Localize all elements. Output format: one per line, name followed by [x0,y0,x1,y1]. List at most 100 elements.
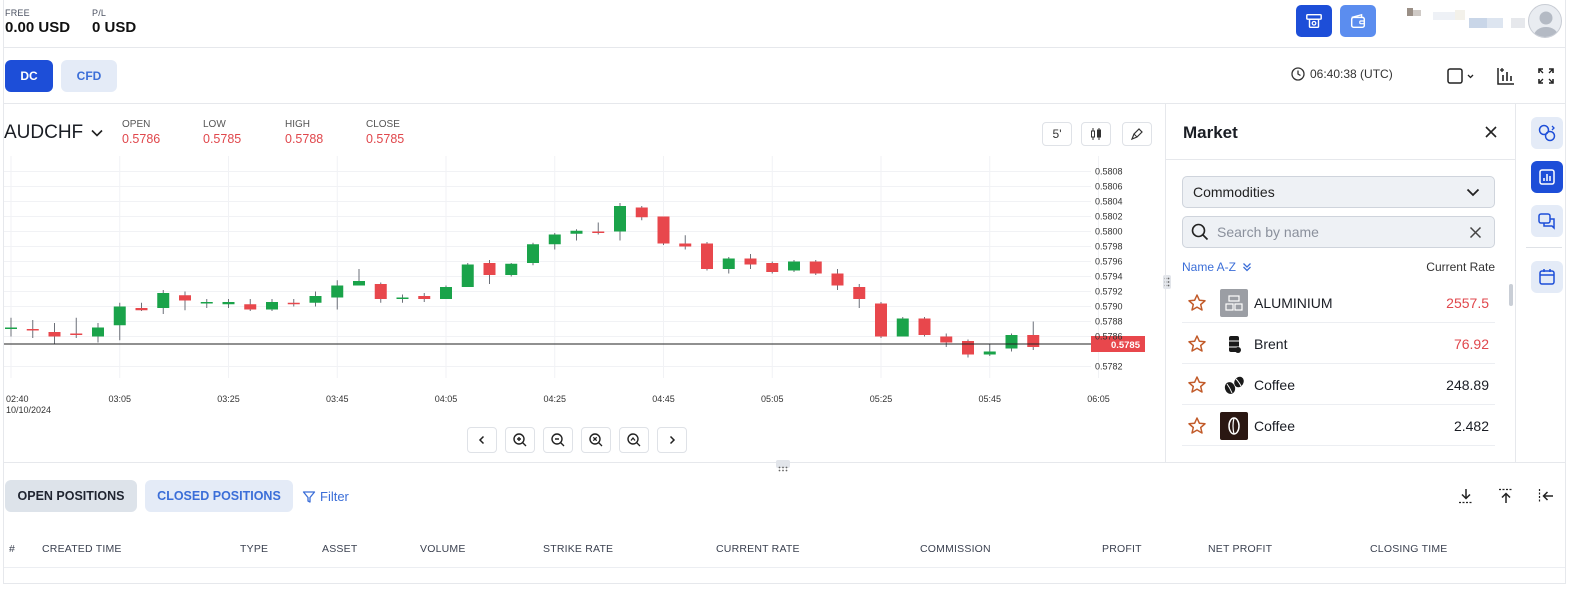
market-item-name: Coffee [1254,417,1295,434]
fullscreen-button[interactable] [1535,65,1557,87]
x-date-label: 10/10/2024 [6,405,51,415]
symbol-selector[interactable]: AUDCHF [4,122,103,144]
ohlc-high: HIGH 0.5788 [285,119,323,146]
candle-body [896,318,909,337]
search-icon [1191,223,1209,241]
candle-body [353,281,365,286]
candle-body [962,341,974,355]
column-header-closing-time: CLOSING TIME [1370,543,1448,555]
candle-body [440,287,452,299]
download-icon[interactable] [1457,487,1475,505]
zoom-out-button[interactable] [543,427,573,453]
market-scrollbar[interactable] [1509,284,1513,306]
swap-trade-icon [1538,124,1556,142]
wallet-button[interactable] [1340,5,1376,37]
close-icon[interactable] [1484,125,1498,139]
rate-column-header: Current Rate [1426,260,1495,274]
candle-body [788,261,800,271]
candle-body [809,261,822,274]
user-avatar-icon [1534,11,1558,37]
positions-panel: OPEN POSITIONS CLOSED POSITIONS Filter #… [4,460,1565,584]
column-header-net-profit: NET PROFIT [1208,543,1273,555]
column-header-profit: PROFIT [1102,543,1142,555]
market-item-name: Brent [1254,335,1288,352]
candle-body [548,234,561,245]
candle-body [918,318,931,335]
market-title: Market [1183,123,1238,142]
filter-button[interactable]: Filter [302,489,349,504]
collapse-up-icon[interactable] [1497,487,1515,505]
favorite-star-icon[interactable] [1186,293,1208,313]
scroll-left-button[interactable] [467,427,497,453]
market-row[interactable]: Coffee 248.89 [1182,365,1495,405]
deposit-button[interactable] [1296,5,1332,37]
y-axis: 0.5808 0.5806 0.5804 0.5802 0.5800 0.5798 0.57… [1095,167,1123,372]
y-tick-label: 0.5800 [1095,227,1123,237]
market-search [1182,216,1495,248]
market-panel-button[interactable] [1531,161,1563,193]
market-panel: Market Commodities Name A-Z [1165,104,1515,462]
bottom-resize-handle[interactable] [776,460,790,472]
candle-body [92,327,104,337]
indicators-button[interactable] [1495,65,1517,87]
market-item-name: Coffee [1254,376,1295,393]
sort-name-button[interactable]: Name A-Z [1182,260,1252,274]
column-header-strike-rate: STRIKE RATE [543,543,614,555]
favorite-star-icon[interactable] [1186,416,1208,436]
candles [5,203,1040,358]
ohlc-low-value: 0.5785 [203,132,242,146]
search-input[interactable] [1217,224,1457,240]
aluminium-bars-icon [1225,294,1243,311]
candle-body [26,329,39,331]
candle-body [635,207,648,218]
calendar-button[interactable] [1531,261,1563,293]
candle-body [179,295,191,301]
candle-body [309,296,322,303]
table-divider [4,567,1565,568]
dc-mode-button[interactable]: DC [5,60,53,92]
candle-body [722,258,735,269]
candlestick-chart[interactable]: 0.5785 0.58080.58060.58040.58020.58000.5… [4,156,1147,418]
chart-type-button[interactable] [1081,122,1111,146]
tab-open-positions[interactable]: OPEN POSITIONS [5,480,137,512]
chat-button[interactable] [1531,205,1563,237]
avatar[interactable] [1528,4,1562,38]
zoom-reset-button[interactable] [581,427,611,453]
x-tick-label: 02:40 [6,394,29,404]
candle-body [266,302,278,310]
candle-body [853,287,866,299]
free-label: FREE [5,8,30,18]
cfd-mode-button[interactable]: CFD [61,60,117,92]
timeframe-button[interactable]: 5' [1042,122,1072,146]
candle-body [744,258,757,265]
aluminium-logo [1220,288,1248,317]
market-row[interactable]: Coffee 2.482 [1182,406,1495,446]
filter-label: Filter [320,489,349,504]
ohlc-low: LOW 0.5785 [203,119,241,146]
category-select[interactable]: Commodities [1182,176,1495,208]
scroll-right-button[interactable] [657,427,687,453]
y-tick-label: 0.5804 [1095,197,1123,207]
candle-body [831,273,844,286]
zoom-in-button[interactable] [505,427,535,453]
coffee-beans-logo [1220,370,1248,399]
candle-body [505,263,518,275]
layout-select[interactable] [1444,66,1478,86]
candlestick-icon [1091,128,1101,140]
favorite-star-icon[interactable] [1186,375,1208,395]
tab-closed-positions[interactable]: CLOSED POSITIONS [145,480,293,512]
y-tick-label: 0.5792 [1095,287,1123,297]
zoom-fit-button[interactable] [619,427,649,453]
ohlc-high-label: HIGH [285,119,310,130]
market-row[interactable]: Brent 76.92 [1182,324,1495,364]
candle-body [657,216,670,244]
trade-swap-button[interactable] [1531,117,1563,149]
clear-search-icon[interactable] [1469,226,1482,239]
y-tick-label: 0.5802 [1095,212,1123,222]
collapse-left-icon[interactable] [1537,487,1555,505]
drawing-tools-button[interactable] [1122,122,1152,146]
column-header-asset: ASSET [322,543,358,555]
coffee-bean-icon [1228,416,1240,435]
market-row[interactable]: ALUMINIUM 2557.5 [1182,283,1495,323]
favorite-star-icon[interactable] [1186,334,1208,354]
